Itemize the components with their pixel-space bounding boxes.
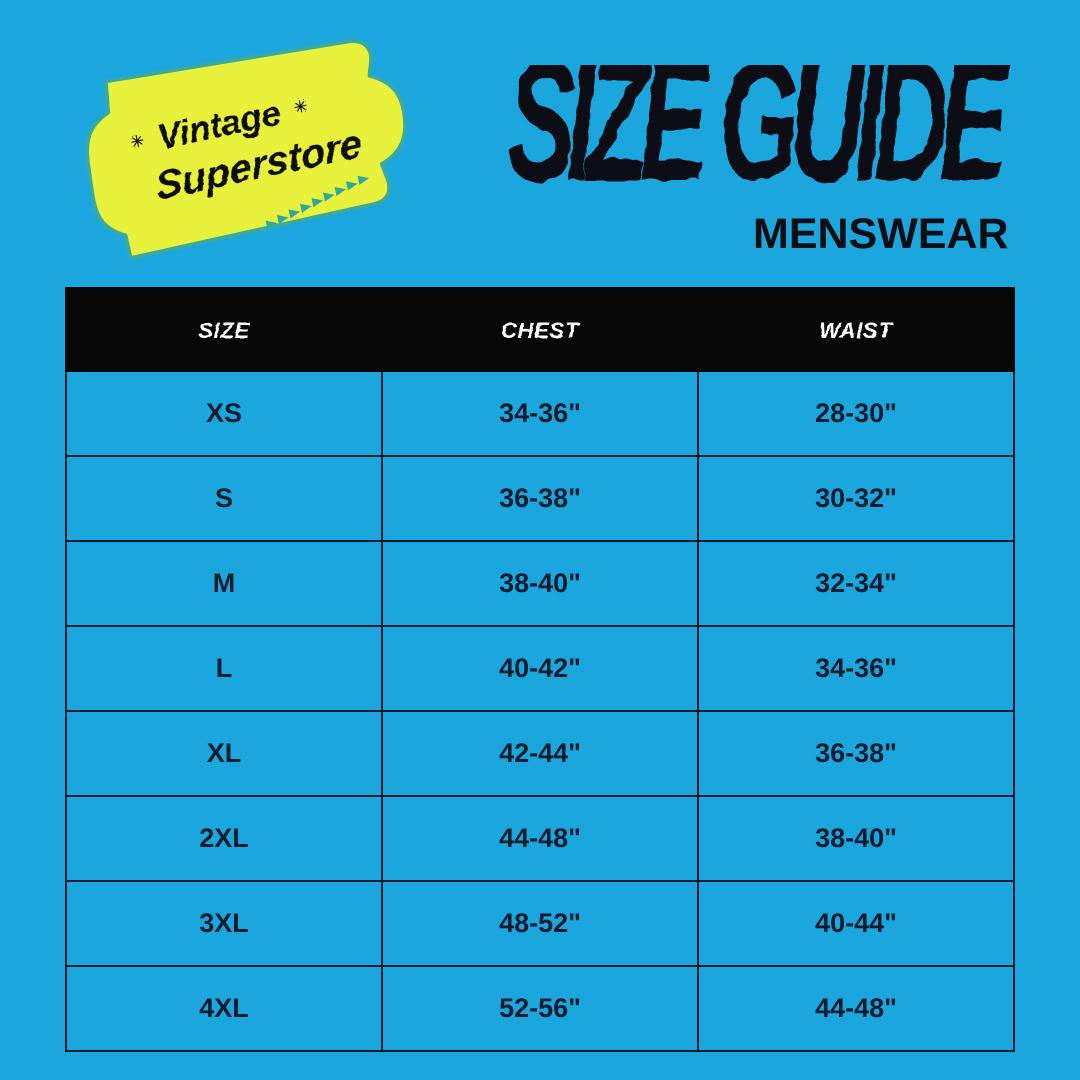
svg-text:SIZE: SIZE <box>198 317 250 342</box>
svg-text:CHEST: CHEST <box>501 317 581 342</box>
svg-text:SIZE GUIDE: SIZE GUIDE <box>507 65 1011 218</box>
svg-text:WAIST: WAIST <box>819 317 894 342</box>
